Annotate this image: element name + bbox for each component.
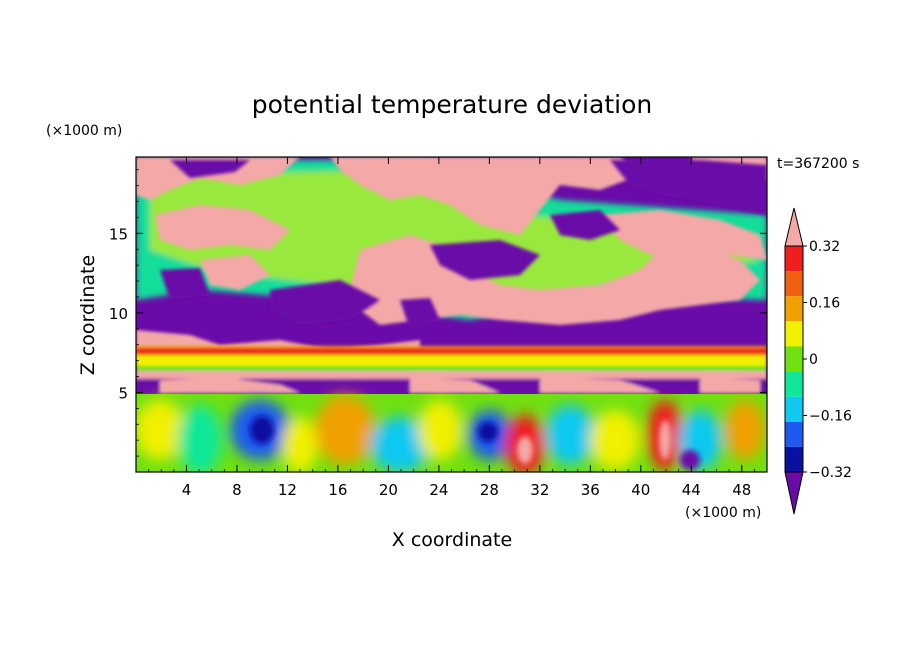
lower-blob (315, 395, 375, 465)
x-tick-label: 8 (232, 481, 242, 499)
blob (155, 205, 290, 250)
blob (200, 255, 270, 290)
lower-blob (545, 405, 595, 465)
y-axis-title: Z coordinate (77, 255, 99, 375)
x-tick-label: 32 (530, 481, 549, 499)
band-yellow (136, 356, 767, 366)
hole (400, 298, 440, 330)
colorbar-swatch (785, 346, 803, 372)
blob (136, 157, 300, 200)
lower-blob (282, 417, 318, 472)
x-tick-label: 4 (182, 481, 192, 499)
x-tick-label: 44 (682, 481, 701, 499)
colorbar-swatch (785, 396, 803, 422)
x-axis-title: X coordinate (392, 529, 512, 551)
y-tick-label: 10 (109, 305, 128, 323)
hole (170, 160, 250, 178)
hole (550, 210, 620, 240)
y-tick-label: 15 (109, 225, 128, 243)
x-tick-label: 40 (631, 481, 650, 499)
contour-field (136, 157, 767, 472)
colorbar-swatch (785, 446, 803, 472)
lower-field-blobs (136, 395, 765, 472)
hole (160, 268, 210, 300)
lower-blob (590, 410, 640, 470)
lower-core (250, 416, 274, 444)
hole (610, 160, 767, 215)
x-tick-label: 48 (732, 481, 751, 499)
upper-negative-holes (160, 160, 767, 330)
lower-field-cores (250, 416, 700, 470)
lower-core (517, 436, 533, 464)
colorbar-extend-bottom (784, 471, 804, 515)
x-unit-label: (×1000 m) (685, 505, 761, 521)
hole (430, 240, 540, 280)
lower-blob (370, 417, 430, 472)
colorbar-tick-label: 0 (809, 352, 818, 368)
upper-transition-layer (136, 160, 767, 320)
colorbar-tick-label: 0.32 (809, 239, 840, 255)
lower-core (680, 450, 700, 470)
colorbar-swatch (785, 271, 803, 297)
colorbar: −0.32 −0.16 0 0.16 0.32 (784, 207, 852, 515)
transition-zone-yellow (150, 170, 760, 305)
colorbar-swatch (785, 246, 803, 272)
colorbar-tick-label: 0.16 (809, 296, 840, 312)
x-tick-label: 28 (480, 481, 499, 499)
lower-core (478, 422, 498, 442)
inversion-band (136, 346, 767, 394)
x-tick-label: 36 (581, 481, 600, 499)
lower-blob (725, 400, 765, 460)
blob (330, 157, 640, 235)
hole (270, 280, 380, 325)
x-tick-label: 20 (379, 481, 398, 499)
band-pink-lobes (160, 378, 760, 393)
x-tick-label: 24 (429, 481, 448, 499)
colorbar-swatch (785, 321, 803, 347)
y-axis: 5 10 15 (109, 169, 767, 457)
colorbar-swatch (785, 421, 803, 447)
time-label: t=367200 s (777, 156, 859, 172)
lower-blob (418, 400, 462, 460)
band-red-top (136, 348, 767, 354)
chart-title: potential temperature deviation (252, 90, 652, 119)
x-axis: 4 8 12 16 20 24 28 32 36 40 44 48 (148, 157, 755, 499)
y-tick-label: 5 (118, 384, 128, 402)
y-unit-label: (×1000 m) (46, 123, 122, 139)
band-green (136, 366, 767, 371)
colorbar-swatch (785, 296, 803, 322)
colorbar-tick-label: −0.32 (809, 465, 852, 481)
colorbar-extend-top (784, 207, 804, 247)
blob (600, 210, 767, 260)
colorbar-tick-label: −0.16 (809, 409, 852, 425)
x-tick-label: 16 (328, 481, 347, 499)
lower-blob (178, 405, 222, 472)
colorbar-swatch (785, 371, 803, 397)
lower-core (659, 420, 671, 460)
lower-blob (136, 400, 185, 460)
x-tick-label: 12 (278, 481, 297, 499)
band-pink (136, 371, 767, 379)
